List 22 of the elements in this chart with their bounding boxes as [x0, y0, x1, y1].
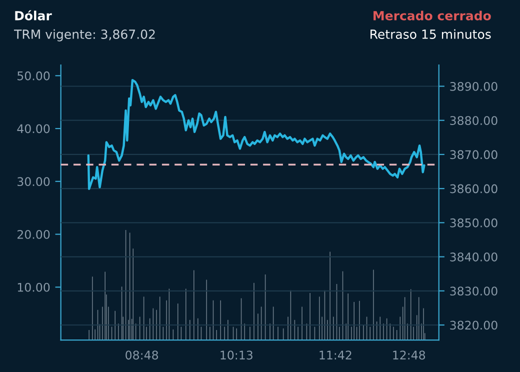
chart-subtitle: TRM vigente: 3,867.02 [14, 29, 155, 42]
y2-tick-label: 3860.00 [450, 184, 498, 194]
y2-tick-label: 3820.00 [450, 320, 498, 330]
x-tick-label: 10:13 [220, 350, 252, 360]
y2-tick-label: 3890.00 [450, 82, 498, 91]
y-tick-label: 50.00 [18, 71, 50, 80]
chart-title: Dólar [15, 10, 52, 20]
y-tick-label: 40.00 [17, 124, 50, 134]
x-tick-label: 11:42 [320, 350, 352, 360]
y-tick-label: 10.00 [18, 282, 50, 292]
y-tick-label: 20.00 [17, 230, 50, 239]
line-series [87, 78, 426, 190]
y2-tick-label: 3850.00 [450, 218, 498, 228]
y2-tick-label: 3880.00 [450, 116, 498, 126]
y2-tick-label: 3830.00 [450, 286, 498, 296]
text: Retraso 15 minutos [370, 29, 491, 39]
y-tick-label: 30.00 [18, 177, 50, 186]
y2-tick-label: 3870.00 [450, 150, 498, 160]
text: Mercado cerrado [374, 10, 491, 20]
y2-tick-label: 3840.00 [450, 252, 498, 262]
x-tick-label: 12:48 [393, 350, 426, 360]
x-tick-label: 08:48 [126, 350, 158, 360]
